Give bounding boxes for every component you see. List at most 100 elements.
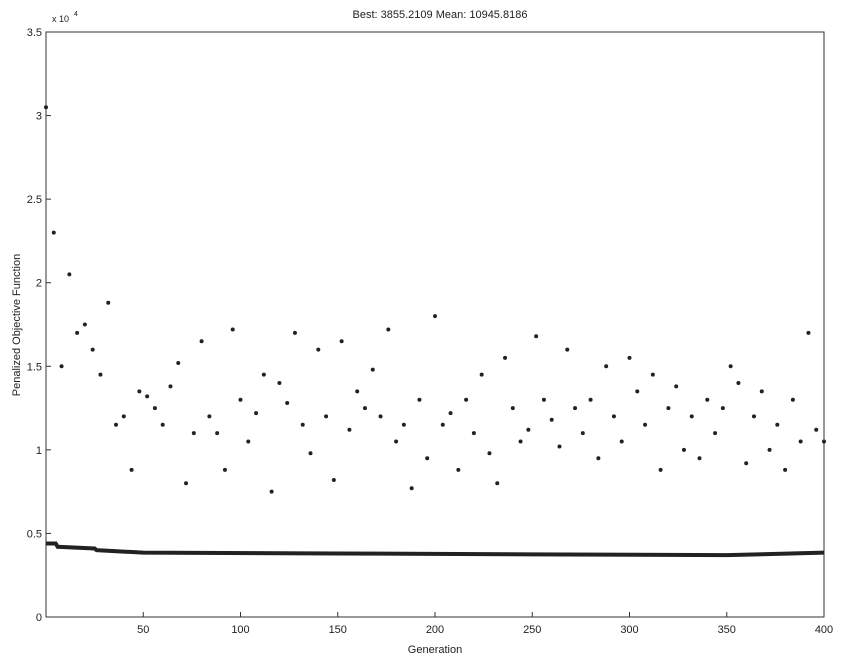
data-point (783, 468, 787, 472)
data-point (433, 314, 437, 318)
data-point (635, 389, 639, 393)
data-point (495, 481, 499, 485)
data-point (519, 440, 523, 444)
y-multiplier-exponent: 4 (74, 11, 78, 18)
x-tick-label: 200 (426, 624, 444, 636)
data-point (550, 418, 554, 422)
data-point (145, 394, 149, 398)
chart-title: Best: 3855.2109 Mean: 10945.8186 (353, 9, 528, 21)
data-point (207, 414, 211, 418)
data-point (729, 364, 733, 368)
data-point (277, 381, 281, 385)
data-point (379, 414, 383, 418)
data-point (690, 414, 694, 418)
data-point (612, 414, 616, 418)
x-tick-label: 300 (620, 624, 638, 636)
data-point (200, 339, 204, 343)
y-tick-label: 2.5 (27, 194, 42, 206)
data-point (736, 381, 740, 385)
plot-frame (46, 32, 824, 617)
data-point (363, 406, 367, 410)
data-point (472, 431, 476, 435)
data-point (814, 428, 818, 432)
data-point (666, 406, 670, 410)
data-point (581, 431, 585, 435)
data-point (285, 401, 289, 405)
data-point (332, 478, 336, 482)
chart: Best: 3855.2109 Mean: 10945.8186 Generat… (0, 0, 843, 659)
data-point (596, 456, 600, 460)
y-tick-label: 1.5 (27, 361, 42, 373)
data-point (806, 331, 810, 335)
data-point (91, 348, 95, 352)
data-point (98, 373, 102, 377)
data-point (628, 356, 632, 360)
y-axis-label: Penalized Objective Function (11, 254, 23, 396)
data-point (386, 328, 390, 332)
data-point (52, 231, 56, 235)
data-point (620, 440, 624, 444)
data-point (534, 334, 538, 338)
data-point (75, 331, 79, 335)
data-point (394, 440, 398, 444)
y-tick-label: 0 (36, 612, 42, 624)
data-point (573, 406, 577, 410)
data-point (192, 431, 196, 435)
data-point (223, 468, 227, 472)
data-point (464, 398, 468, 402)
y-multiplier: x 10 (52, 14, 69, 24)
data-point (184, 481, 188, 485)
data-point (293, 331, 297, 335)
y-tick-label: 3.5 (27, 27, 42, 39)
data-point (760, 389, 764, 393)
data-point (231, 328, 235, 332)
x-tick-label: 250 (523, 624, 541, 636)
x-tick-label: 350 (718, 624, 736, 636)
data-point (721, 406, 725, 410)
data-point (456, 468, 460, 472)
data-point (417, 398, 421, 402)
data-point (425, 456, 429, 460)
x-axis-label: Generation (408, 644, 462, 656)
data-point (705, 398, 709, 402)
data-point (487, 451, 491, 455)
data-point (526, 428, 530, 432)
data-point (83, 323, 87, 327)
data-point (698, 456, 702, 460)
data-point (355, 389, 359, 393)
data-point (215, 431, 219, 435)
data-point (651, 373, 655, 377)
data-point (659, 468, 663, 472)
data-point (316, 348, 320, 352)
x-tick-label: 150 (329, 624, 347, 636)
data-point (449, 411, 453, 415)
data-point (410, 486, 414, 490)
x-tick-label: 50 (137, 624, 149, 636)
x-tick-label: 400 (815, 624, 833, 636)
y-tick-label: 0.5 (27, 528, 42, 540)
data-point (565, 348, 569, 352)
data-point (347, 428, 351, 432)
data-point (371, 368, 375, 372)
data-point (682, 448, 686, 452)
data-point (643, 423, 647, 427)
data-point (791, 398, 795, 402)
data-point (744, 461, 748, 465)
data-point (60, 364, 64, 368)
y-tick-label: 2 (36, 278, 42, 290)
data-point (799, 440, 803, 444)
data-point (324, 414, 328, 418)
data-point (542, 398, 546, 402)
data-point (270, 490, 274, 494)
data-point (511, 406, 515, 410)
data-point (161, 423, 165, 427)
data-point (168, 384, 172, 388)
data-point (589, 398, 593, 402)
data-point (713, 431, 717, 435)
data-point (137, 389, 141, 393)
data-point (768, 448, 772, 452)
data-point (106, 301, 110, 305)
y-tick-label: 1 (36, 445, 42, 457)
data-point (301, 423, 305, 427)
data-point (480, 373, 484, 377)
